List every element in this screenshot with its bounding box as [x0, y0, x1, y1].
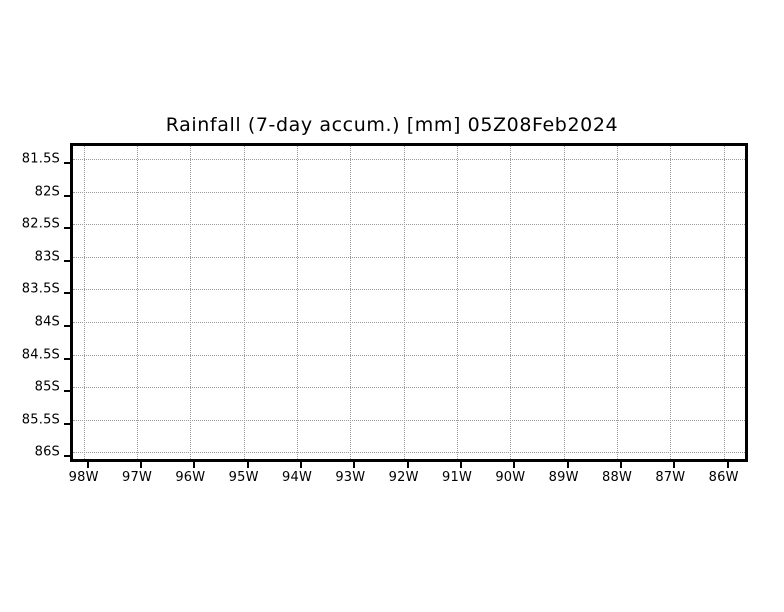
- y-axis-labels: 81.5S 82S 82.5S 83S 83.5S 84S 84.5S 85S 85.5S 86S: [0, 143, 60, 462]
- y-axis-tick: [64, 292, 73, 295]
- gridline-horizontal: [73, 387, 745, 389]
- x-axis-tick: [406, 459, 409, 468]
- gridline-horizontal: [73, 354, 745, 356]
- y-axis-tick: [64, 162, 73, 165]
- y-axis-tick: [64, 259, 73, 262]
- x-axis-tick: [246, 459, 249, 468]
- x-axis-tick: [86, 459, 89, 468]
- x-axis-tick-label: 93W: [335, 470, 366, 485]
- gridline-horizontal: [73, 256, 745, 258]
- y-axis-tick-label: 84S: [34, 314, 60, 330]
- gridline-vertical: [190, 146, 192, 459]
- x-axis-tick-label: 89W: [548, 470, 579, 485]
- x-axis-tick-label: 98W: [68, 470, 99, 485]
- y-axis-tick-label: 83S: [34, 249, 60, 265]
- x-axis-tick: [300, 459, 302, 468]
- x-axis-tick: [513, 459, 516, 468]
- gridline-vertical: [403, 146, 405, 459]
- gridline-vertical: [563, 146, 565, 459]
- x-axis-tick-label: 94W: [282, 470, 312, 485]
- y-axis-tick: [64, 390, 73, 393]
- x-axis-tick-label: 88W: [602, 470, 632, 485]
- gridline-horizontal: [73, 289, 745, 291]
- x-axis-tick: [620, 459, 622, 468]
- y-axis-tick-label: 81.5S: [21, 151, 60, 167]
- y-axis-tick-label: 85S: [34, 379, 60, 395]
- gridline-horizontal: [73, 322, 745, 324]
- x-axis-tick-label: 86W: [708, 470, 739, 485]
- plot-frame: [64, 143, 748, 468]
- gridline-vertical: [83, 146, 85, 459]
- gridline-vertical: [670, 146, 672, 459]
- x-axis-tick: [353, 459, 356, 468]
- x-axis-tick: [140, 459, 142, 468]
- y-axis-tick-label: 84.5S: [21, 347, 60, 363]
- y-axis-tick-label: 85.5S: [21, 412, 60, 428]
- gridline-horizontal: [73, 224, 745, 226]
- gridline-horizontal: [73, 452, 745, 454]
- y-axis-tick-label: 82.5S: [21, 216, 60, 232]
- x-axis-tick: [460, 459, 462, 468]
- x-axis-tick: [566, 459, 569, 468]
- y-axis-tick: [64, 357, 73, 360]
- x-axis-tick: [193, 459, 196, 468]
- x-axis-tick-label: 92W: [388, 470, 419, 485]
- x-axis-tick-label: 97W: [122, 470, 152, 485]
- y-axis-tick-label: 82S: [34, 184, 60, 200]
- y-axis-tick-label: 86S: [34, 444, 60, 460]
- x-axis-labels: 98W 97W 96W 95W 94W 93W 92W 91W 90W 89W 88W 87W 86W: [69, 470, 748, 490]
- gridline-horizontal: [73, 159, 745, 161]
- x-axis-tick-label: 96W: [175, 470, 206, 485]
- gridline-vertical: [723, 146, 725, 459]
- gridline-vertical: [510, 146, 512, 459]
- x-axis-tick: [726, 459, 729, 468]
- x-axis-tick: [673, 459, 676, 468]
- y-axis-tick: [64, 325, 73, 328]
- y-axis-tick-label: 83.5S: [21, 281, 60, 297]
- gridline-vertical: [457, 146, 458, 459]
- y-axis-tick: [64, 227, 73, 230]
- gridline-vertical: [350, 146, 352, 459]
- y-axis-tick: [64, 194, 73, 197]
- y-axis-tick: [64, 422, 73, 425]
- plot-area: [73, 146, 745, 459]
- gridline-vertical: [137, 146, 138, 459]
- x-axis-tick-label: 91W: [442, 470, 472, 485]
- gridline-horizontal: [73, 419, 745, 421]
- gridline-vertical: [243, 146, 245, 459]
- gridline-horizontal: [73, 191, 745, 193]
- x-axis-tick-label: 87W: [655, 470, 686, 485]
- chart-title: Rainfall (7-day accum.) [mm] 05Z08Feb202…: [165, 114, 619, 136]
- gridline-vertical: [617, 146, 618, 459]
- y-axis-tick: [64, 455, 73, 458]
- gridline-vertical: [297, 146, 298, 459]
- x-axis-tick-label: 95W: [228, 470, 259, 485]
- x-axis-tick-label: 90W: [495, 470, 526, 485]
